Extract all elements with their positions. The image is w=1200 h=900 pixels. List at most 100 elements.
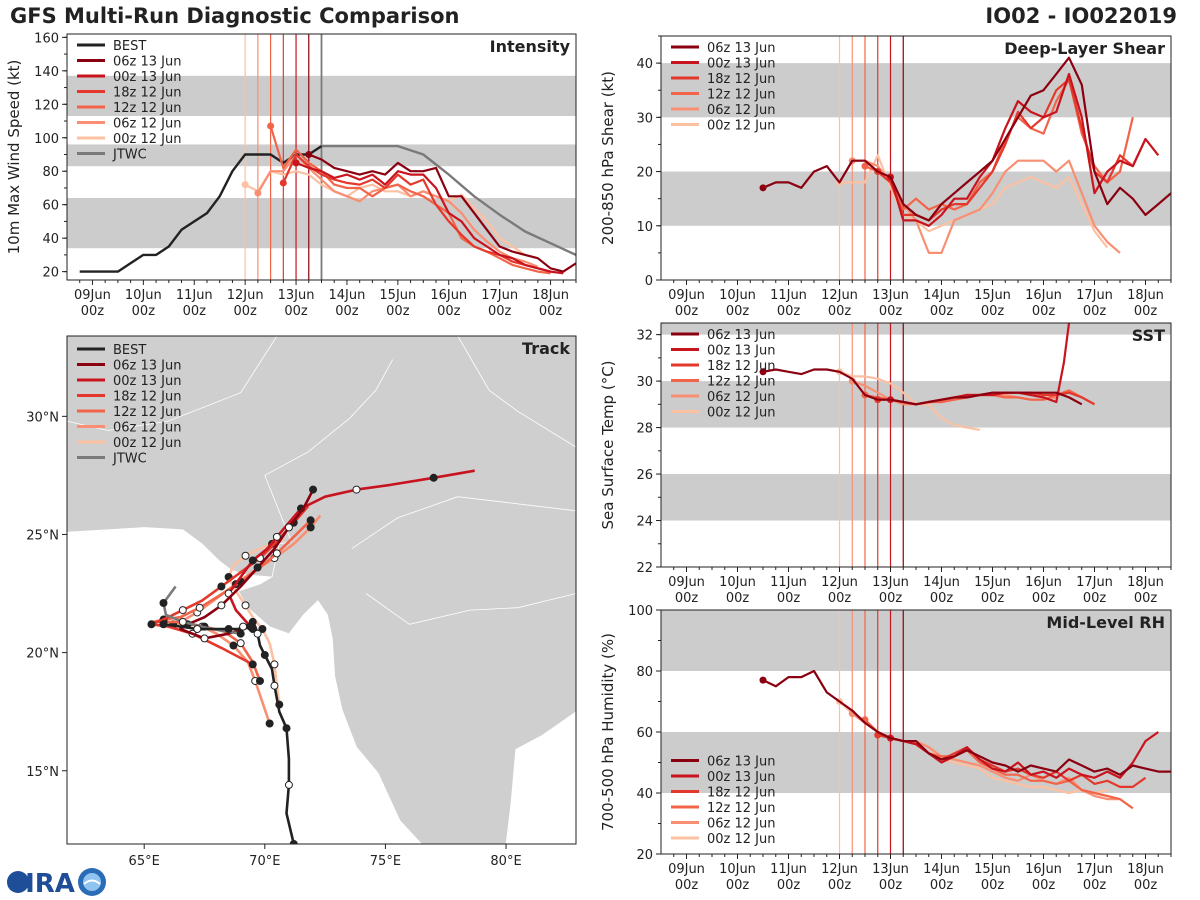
track-00z-12-Jun-point <box>258 624 267 633</box>
rh-xtick-label: 00z <box>1083 878 1107 893</box>
track-best-point <box>253 629 262 638</box>
shear-xtick-label: 12Jun <box>821 288 858 303</box>
rh-xtick-label: 00z <box>981 878 1005 893</box>
rh-xtick-label: 16Jun <box>1025 862 1062 877</box>
shear-xtick-label: 09Jun <box>668 288 705 303</box>
rh-xtick-label: 10Jun <box>719 862 756 877</box>
track-18z-12-Jun-point <box>248 660 257 669</box>
sst-ytick-label: 30 <box>636 375 653 390</box>
intensity-xtick-label: 17Jun <box>481 288 518 303</box>
sst-xtick-label: 00z <box>675 591 699 606</box>
intensity-ytick-label: 140 <box>34 65 59 80</box>
track-best-point <box>289 840 298 844</box>
rh-xtick-label: 00z <box>879 878 903 893</box>
intensity-xtick-label: 00z <box>183 304 207 319</box>
track-ytick-label: 15°N <box>26 765 59 780</box>
shear-ytick-label: 10 <box>636 220 653 235</box>
shear-xtick-label: 15Jun <box>974 288 1011 303</box>
shear-xtick-label: 00z <box>879 304 903 319</box>
sst-xtick-label: 00z <box>930 591 954 606</box>
rh-legend-label: 12z 12 Jun <box>707 801 776 816</box>
track-18z-12-Jun-point <box>178 606 187 615</box>
track-best-point <box>239 622 248 631</box>
sst-ytick-label: 24 <box>636 515 653 530</box>
intensity-title: Intensity <box>490 37 571 56</box>
sst-ytick-label: 22 <box>636 561 653 576</box>
sst-xtick-label: 00z <box>1134 591 1158 606</box>
intensity-ytick-label: 40 <box>42 232 59 247</box>
track-00z-12-Jun-point <box>241 551 250 560</box>
track-legend-label: 00z 12 Jun <box>113 436 182 451</box>
rh-series-start-point <box>759 676 767 684</box>
shear-legend-label: 18z 12 Jun <box>707 72 776 87</box>
rh-xtick-label: 00z <box>726 878 750 893</box>
track-best <box>163 620 296 844</box>
rh-xtick-label: 00z <box>828 878 852 893</box>
track-xtick-label: 80°E <box>490 854 521 869</box>
land-sri-lanka <box>504 844 540 900</box>
intensity-series-start-point <box>254 189 262 197</box>
logo-globe-icon <box>7 871 29 893</box>
rh-xtick-label: 12Jun <box>821 862 858 877</box>
track-06z-13-Jun-point <box>284 523 293 532</box>
shear-xtick-label: 00z <box>675 304 699 319</box>
rh-xtick-label: 17Jun <box>1076 862 1113 877</box>
intensity-xtick-label: 00z <box>132 304 156 319</box>
shear-legend-label: 12z 12 Jun <box>707 88 776 103</box>
sst-ytick-label: 32 <box>636 329 653 344</box>
shear-series-06z-13-Jun <box>762 56 1171 222</box>
intensity-xtick-label: 10Jun <box>125 288 162 303</box>
sst-xtick-label: 18Jun <box>1127 575 1164 590</box>
track-best-point <box>193 624 202 633</box>
shear-title: Deep-Layer Shear <box>1004 39 1165 58</box>
sst-xtick-label: 00z <box>777 591 801 606</box>
rh-xtick-label: 00z <box>1032 878 1056 893</box>
intensity-ytick-label: 100 <box>34 132 59 147</box>
track-12z-12-Jun-point <box>236 639 245 648</box>
shear-xtick-label: 00z <box>777 304 801 319</box>
intensity-xtick-label: 13Jun <box>278 288 315 303</box>
intensity-legend-label: 06z 13 Jun <box>113 55 182 70</box>
shear-ylabel: 200-850 hPa Shear (kt) <box>599 71 617 245</box>
cira-logo: CIRA <box>6 868 106 899</box>
rh-ytick-label: 40 <box>636 787 653 802</box>
sst-band-2 <box>661 323 1171 335</box>
track-ytick-label: 25°N <box>26 528 59 543</box>
track-00z-12-Jun-point <box>241 601 250 610</box>
intensity-xtick-label: 11Jun <box>176 288 213 303</box>
sst-xtick-label: 17Jun <box>1076 575 1113 590</box>
intensity-xtick-label: 00z <box>81 304 105 319</box>
shear-legend-label: 00z 13 Jun <box>707 57 776 72</box>
track-jtwc-point <box>159 598 168 607</box>
intensity-legend-label: BEST <box>113 39 146 54</box>
sst-series-06z-13-Jun <box>762 368 1083 406</box>
shear-ytick-label: 20 <box>636 166 653 181</box>
shear-legend-label: 06z 12 Jun <box>707 103 776 118</box>
track-legend-label: 00z 13 Jun <box>113 374 182 389</box>
rh-xtick-label: 00z <box>777 878 801 893</box>
intensity-series-12z-12-Jun <box>269 125 551 275</box>
intensity-series-18z-12-Jun <box>282 153 551 273</box>
intensity-xtick-label: 09Jun <box>74 288 111 303</box>
rh-ytick-label: 60 <box>636 726 653 741</box>
rh-legend-label: 06z 12 Jun <box>707 817 776 832</box>
sst-xtick-label: 00z <box>1083 591 1107 606</box>
intensity-series-start-point <box>241 181 249 189</box>
sst-xtick-label: 00z <box>981 591 1005 606</box>
land-mass <box>67 336 576 844</box>
shear-xtick-label: 13Jun <box>872 288 909 303</box>
sst-xtick-label: 15Jun <box>974 575 1011 590</box>
intensity-legend-label: 18z 12 Jun <box>113 86 182 101</box>
shear-xtick-label: 00z <box>726 304 750 319</box>
track-legend-label: 06z 12 Jun <box>113 421 182 436</box>
rh-xtick-label: 11Jun <box>770 862 807 877</box>
shear-xtick-label: 00z <box>1134 304 1158 319</box>
rh-xtick-label: 18Jun <box>1127 862 1164 877</box>
track-best-point <box>260 650 269 659</box>
track-06z-13-Jun-point <box>200 634 209 643</box>
shear-xtick-label: 00z <box>981 304 1005 319</box>
rh-xtick-label: 00z <box>1134 878 1158 893</box>
track-06z-12-Jun-point <box>306 523 315 532</box>
track-12z-12-Jun-point <box>255 676 264 685</box>
intensity-xtick-label: 00z <box>284 304 308 319</box>
